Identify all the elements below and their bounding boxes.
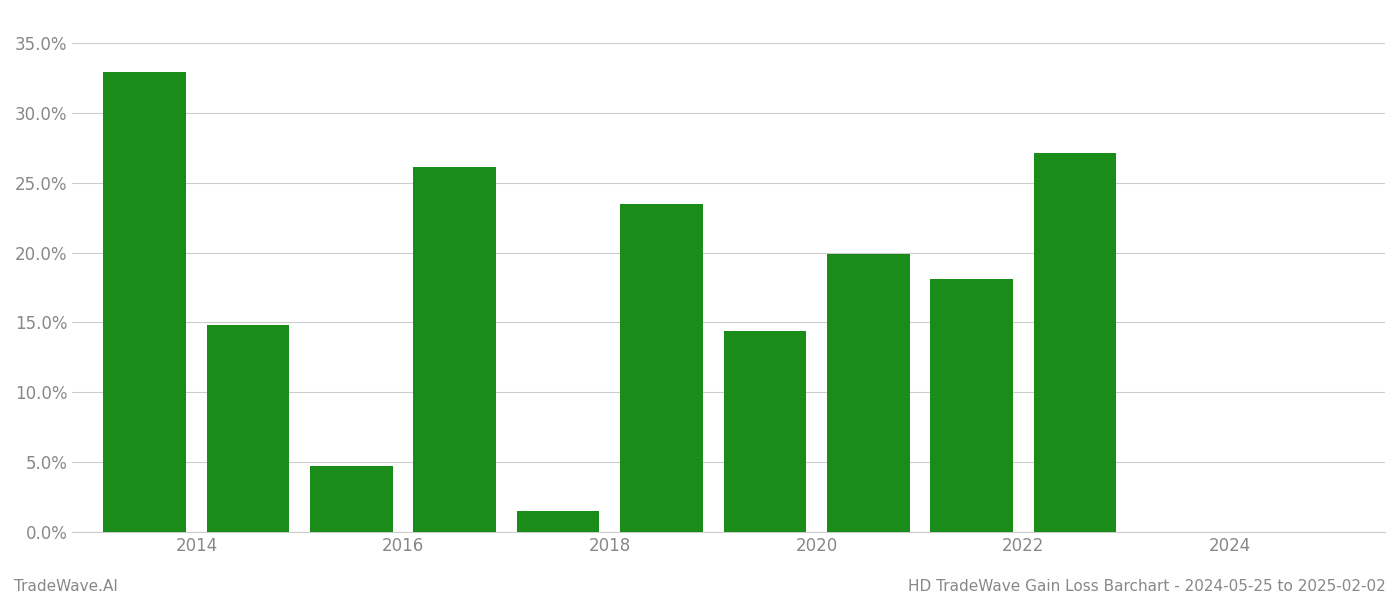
Bar bbox=[104, 73, 186, 532]
Bar bbox=[930, 279, 1014, 532]
Bar bbox=[827, 254, 910, 532]
Bar bbox=[620, 203, 703, 532]
Bar bbox=[1033, 154, 1116, 532]
Bar bbox=[413, 167, 496, 532]
Bar bbox=[309, 466, 393, 532]
Bar bbox=[724, 331, 806, 532]
Bar bbox=[207, 325, 290, 532]
Bar bbox=[517, 511, 599, 532]
Text: TradeWave.AI: TradeWave.AI bbox=[14, 579, 118, 594]
Text: HD TradeWave Gain Loss Barchart - 2024-05-25 to 2025-02-02: HD TradeWave Gain Loss Barchart - 2024-0… bbox=[909, 579, 1386, 594]
